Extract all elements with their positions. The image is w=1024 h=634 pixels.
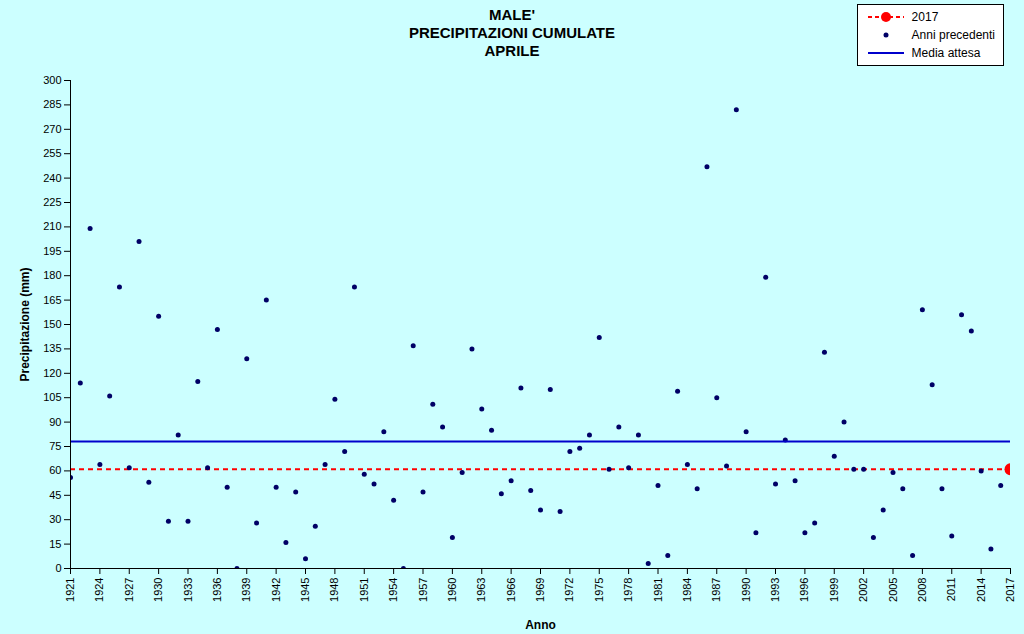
svg-text:195: 195 — [43, 245, 61, 257]
svg-text:90: 90 — [49, 416, 61, 428]
svg-text:30: 30 — [49, 513, 61, 525]
svg-text:1960: 1960 — [446, 578, 458, 602]
svg-text:285: 285 — [43, 98, 61, 110]
svg-text:Precipitazione (mm): Precipitazione (mm) — [18, 267, 32, 381]
svg-text:1945: 1945 — [299, 578, 311, 602]
svg-text:1954: 1954 — [387, 578, 399, 602]
svg-text:1987: 1987 — [710, 578, 722, 602]
html-text:Anni precedenti: Anni precedenti — [911, 28, 995, 42]
svg-text:1996: 1996 — [798, 578, 810, 602]
svg-text:2017: 2017 — [1004, 578, 1016, 602]
svg-text:2011: 2011 — [945, 578, 957, 602]
svg-text:1966: 1966 — [505, 578, 517, 602]
svg-text:15: 15 — [49, 538, 61, 550]
html-text:MALE': MALE' — [489, 6, 535, 23]
svg-text:120: 120 — [43, 367, 61, 379]
svg-text:1978: 1978 — [622, 578, 634, 602]
svg-text:180: 180 — [43, 269, 61, 281]
svg-text:2002: 2002 — [857, 578, 869, 602]
svg-text:2014: 2014 — [975, 578, 987, 602]
svg-text:1948: 1948 — [328, 578, 340, 602]
svg-text:1975: 1975 — [593, 578, 605, 602]
svg-text:240: 240 — [43, 172, 61, 184]
svg-text:0: 0 — [55, 562, 61, 574]
svg-text:1951: 1951 — [358, 578, 370, 602]
svg-text:1921: 1921 — [64, 578, 76, 602]
svg-text:255: 255 — [43, 147, 61, 159]
svg-text:75: 75 — [49, 440, 61, 452]
svg-text:105: 105 — [43, 391, 61, 403]
svg-text:1999: 1999 — [828, 578, 840, 602]
svg-text:1942: 1942 — [270, 578, 282, 602]
svg-text:1972: 1972 — [563, 578, 575, 602]
svg-text:135: 135 — [43, 342, 61, 354]
svg-text:45: 45 — [49, 489, 61, 501]
svg-text:210: 210 — [43, 220, 61, 232]
svg-text:150: 150 — [43, 318, 61, 330]
svg-text:2005: 2005 — [887, 578, 899, 602]
html-text:Media attesa: Media attesa — [911, 46, 981, 60]
svg-text:1963: 1963 — [475, 578, 487, 602]
svg-text:1924: 1924 — [93, 578, 105, 602]
svg-text:1993: 1993 — [769, 578, 781, 602]
svg-text:1936: 1936 — [211, 578, 223, 602]
svg-text:1969: 1969 — [534, 578, 546, 602]
svg-text:1930: 1930 — [152, 578, 164, 602]
svg-text:1927: 1927 — [123, 578, 135, 602]
svg-text:60: 60 — [49, 464, 61, 476]
html-text:2017: 2017 — [911, 10, 939, 24]
svg-text:1990: 1990 — [740, 578, 752, 602]
svg-text:300: 300 — [43, 74, 61, 86]
svg-text:225: 225 — [43, 196, 61, 208]
svg-text:1981: 1981 — [652, 578, 664, 602]
html-text:APRILE: APRILE — [484, 42, 540, 59]
html-text:PRECIPITAZIONI CUMULATE: PRECIPITAZIONI CUMULATE — [408, 24, 615, 41]
svg-text:2008: 2008 — [916, 578, 928, 602]
svg-text:270: 270 — [43, 123, 61, 135]
svg-text:1984: 1984 — [681, 578, 693, 602]
svg-text:165: 165 — [43, 294, 61, 306]
svg-text:1933: 1933 — [182, 578, 194, 602]
svg-text:1939: 1939 — [240, 578, 252, 602]
svg-text:Anno: Anno — [525, 618, 556, 632]
svg-text:1957: 1957 — [417, 578, 429, 602]
